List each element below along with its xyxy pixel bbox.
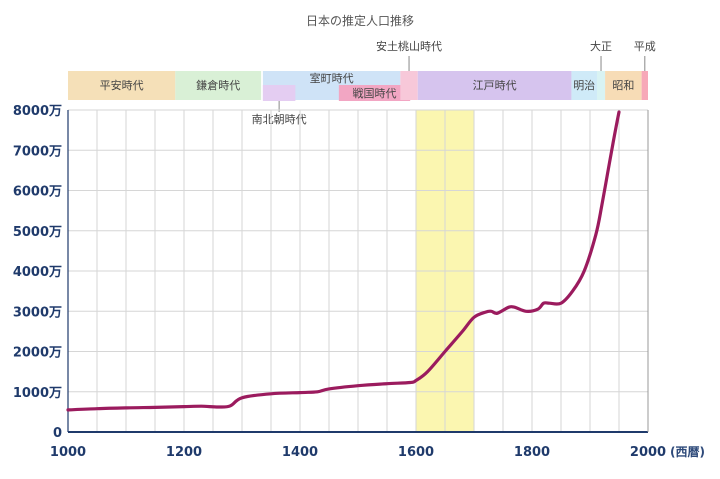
era-band: [596, 71, 606, 100]
y-tick-label: 1000万: [13, 386, 62, 401]
era-band: [641, 71, 648, 100]
population-line: [66, 110, 621, 412]
era-label: 南北朝時代: [252, 113, 307, 126]
x-tick-label: 1200: [166, 445, 202, 460]
era-label: 鎌倉時代: [196, 78, 240, 92]
y-tick-label: 3000万: [13, 305, 62, 320]
era-band: [400, 71, 418, 100]
x-tick-label: 1000: [50, 445, 86, 460]
era-band: [605, 71, 642, 100]
era-label: 平成: [634, 40, 656, 53]
x-tick-label: 1400: [282, 445, 318, 460]
era-band: [262, 85, 296, 101]
y-tick-label: 6000万: [13, 185, 62, 200]
era-label: 明治: [573, 78, 595, 92]
era-label: 戦国時代: [353, 87, 397, 100]
era-label: 平安時代: [100, 78, 144, 92]
y-tick-label: 8000万: [13, 104, 62, 119]
era-band: [338, 85, 411, 101]
y-tick-label: 7000万: [13, 144, 62, 159]
era-label: 大正: [590, 39, 612, 53]
x-axis-label: (西暦): [670, 445, 705, 459]
y-tick-label: 0: [53, 426, 62, 441]
x-tick-label: 1600: [398, 445, 434, 460]
y-tick-label: 5000万: [13, 225, 62, 240]
era-band: [175, 71, 262, 100]
x-tick-label: 1800: [514, 445, 550, 460]
era-label: 江戸時代: [473, 79, 517, 92]
era-band: [571, 71, 597, 100]
y-tick-label: 2000万: [13, 346, 62, 361]
era-label: 昭和: [612, 79, 634, 92]
chart-title: 日本の推定人口推移: [306, 13, 414, 28]
population-series-line: [66, 110, 621, 412]
y-tick-label: 4000万: [13, 265, 62, 280]
era-label: 安土桃山時代: [376, 39, 442, 53]
era-band: [68, 71, 176, 100]
grid-lines: [68, 109, 648, 432]
era-band: [417, 71, 572, 100]
tick-labels: 0 1000万 2000万 3000万 4000万 5000万 6000万 7000万 8000…: [13, 104, 666, 460]
axes: [67, 110, 649, 433]
era-label: 室町時代: [310, 71, 354, 85]
x-tick-label: 2000: [630, 445, 666, 460]
